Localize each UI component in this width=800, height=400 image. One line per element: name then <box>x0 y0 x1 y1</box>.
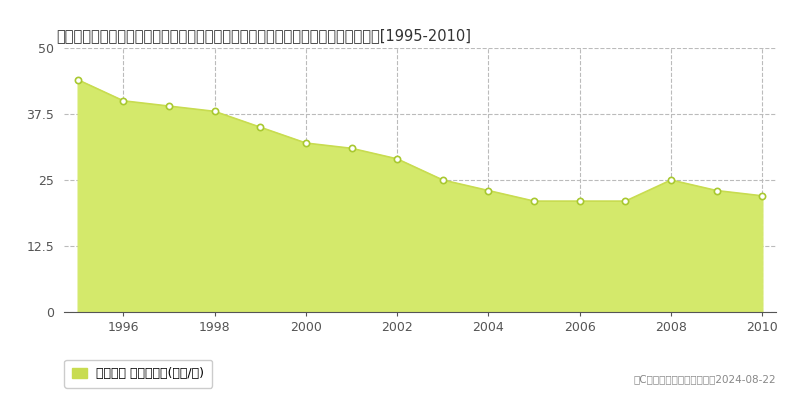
Text: （C）土地価格ドットコム　2024-08-22: （C）土地価格ドットコム 2024-08-22 <box>634 374 776 384</box>
Legend: 地価公示 平均坪単価(万円/坪): 地価公示 平均坪単価(万円/坪) <box>64 360 212 388</box>
Text: 埼玉県北足立郡伊奈町大字小針内宿字薬師堂根９００番１７　地価公示　地価推移[1995-2010]: 埼玉県北足立郡伊奈町大字小針内宿字薬師堂根９００番１７ 地価公示 地価推移[19… <box>56 28 471 43</box>
